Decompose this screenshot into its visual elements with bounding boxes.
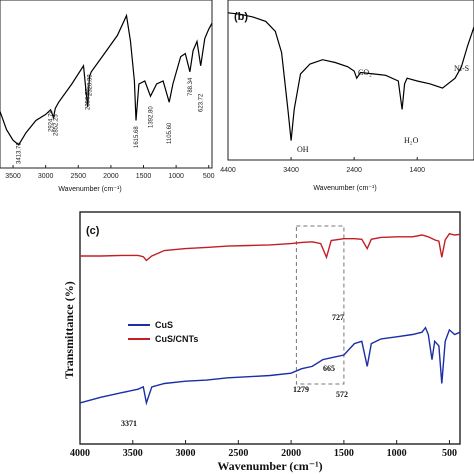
peak-label-h2o: H₂O <box>404 136 419 145</box>
x-tick-label: 2000 <box>281 448 301 459</box>
peak-label-oh: OH <box>297 145 309 154</box>
peak-label-665: 665 <box>323 364 335 373</box>
panel-c-x-ticks: 4000 3500 3000 2500 2000 1500 1000 500 <box>70 440 457 459</box>
peak-label-572: 572 <box>336 390 348 399</box>
x-tick-label: 3500 <box>123 448 143 459</box>
peak-label: 788.34 <box>188 77 194 96</box>
x-tick-label: 500 <box>442 448 457 459</box>
legend-label-cus: CuS <box>155 320 173 330</box>
peak-label: 623.72 <box>199 93 205 112</box>
panel-b-label: (b) <box>234 11 248 23</box>
x-tick-label: 1000 <box>387 448 407 459</box>
peak-label: 3413.73 <box>17 142 23 164</box>
panel-c-x-axis-title: Wavenumber (cm⁻¹) <box>217 459 322 473</box>
x-tick-label: 1000 <box>168 173 184 180</box>
peak-label: 2924.79 <box>49 110 55 132</box>
x-tick-label: 1500 <box>136 173 152 180</box>
peak-label: 1615.68 <box>134 126 140 148</box>
legend-label-cus-cnts: CuS/CNTs <box>155 334 198 344</box>
x-tick-label: 2500 <box>70 173 86 180</box>
x-tick-label: 3000 <box>38 173 54 180</box>
series-line-cus <box>79 326 461 406</box>
panel-c-label: (c) <box>86 225 100 237</box>
x-tick-label: 2500 <box>228 448 248 459</box>
peak-label: 1105.60 <box>167 122 173 144</box>
peak-label-nis: Ni-S <box>454 64 469 73</box>
panel-b: (b) 4400 3400 2400 1400 OH CO₂ H₂O Ni-S Wav… <box>220 0 474 192</box>
x-tick-label: 2000 <box>103 173 119 180</box>
legend: CuS CuS/CNTs <box>128 320 198 344</box>
peak-label-3371: 3371 <box>121 419 137 428</box>
panel-a-x-axis-title: Wavenumber (cm⁻¹) <box>58 186 121 193</box>
x-tick-label: 3500 <box>5 173 21 180</box>
panel-b-x-ticks: 4400 3400 2400 1400 <box>220 157 425 174</box>
series-line-cus-cnts <box>80 232 461 262</box>
x-tick-label: 4400 <box>220 167 236 174</box>
peak-label: 2356.57 <box>86 88 92 110</box>
x-tick-label: 3400 <box>283 167 299 174</box>
panel-c: (c) 4000 3500 3000 2500 2000 1500 1000 500 CuS … <box>62 211 461 473</box>
panel-b-x-axis-title: Wavenumber (cm⁻¹) <box>313 185 376 192</box>
highlight-box <box>295 225 345 385</box>
panel-a-frame <box>0 0 213 169</box>
panel-a-x-ticks: 3500 3000 2500 2000 1500 1000 500 <box>5 165 215 180</box>
x-tick-label: 1500 <box>334 448 354 459</box>
panel-b-series-line <box>227 12 474 141</box>
panel-b-frame <box>227 0 474 161</box>
peak-label: 2852.25 <box>53 114 59 136</box>
x-tick-label: 3000 <box>176 448 196 459</box>
panel-a-series-line <box>0 13 213 146</box>
panel-a: 3500 3000 2500 2000 1500 1000 500 3413.73 2924.… <box>0 0 215 193</box>
peak-label-727: 727 <box>332 313 344 322</box>
x-tick-label: 1400 <box>409 167 425 174</box>
x-tick-label: 4000 <box>70 448 90 459</box>
peak-label-co2: CO₂ <box>358 68 372 77</box>
x-tick-label: 500 <box>203 173 215 180</box>
panel-c-y-axis-title: Transmittance (%) <box>62 281 76 378</box>
x-tick-label: 2400 <box>346 167 362 174</box>
peak-label-1279: 1279 <box>293 385 309 394</box>
panel-c-frame <box>79 211 461 445</box>
peak-label: 1392.80 <box>149 106 155 128</box>
peak-label: 2328.38 <box>88 74 94 96</box>
